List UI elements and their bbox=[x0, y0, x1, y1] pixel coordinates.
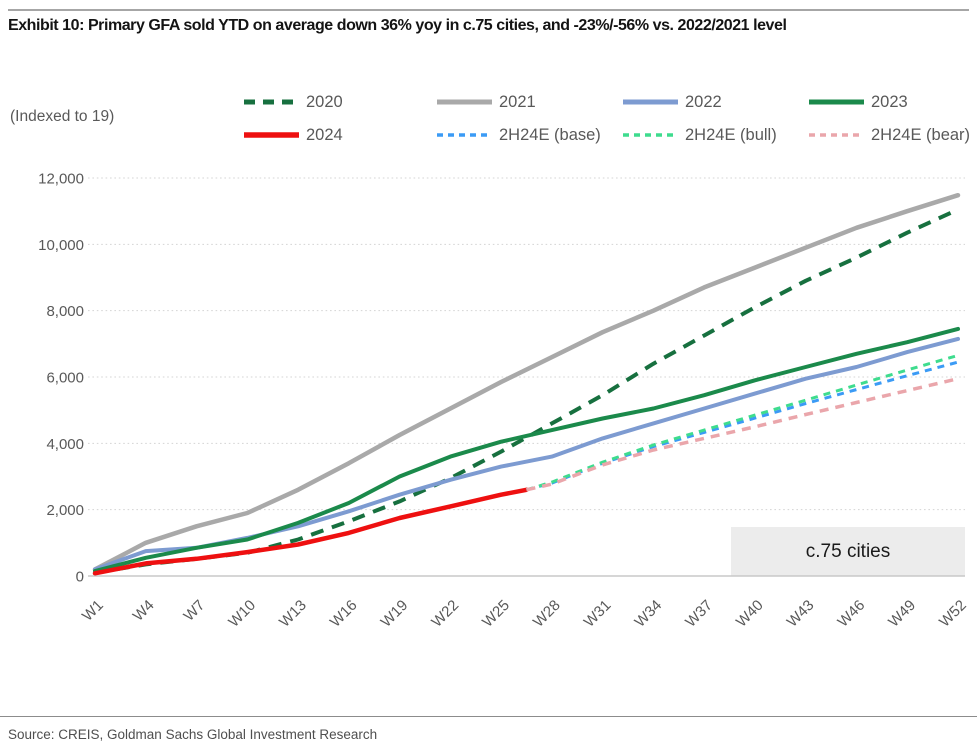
cities-annotation: c.75 cities bbox=[731, 527, 965, 576]
x-tick-label: W37 bbox=[682, 597, 716, 631]
y-axis-note: (Indexed to 19) bbox=[10, 108, 115, 125]
top-divider bbox=[8, 9, 969, 11]
x-tick-label: W34 bbox=[631, 597, 665, 631]
legend-item-2023: 2023 bbox=[808, 92, 908, 112]
x-tick-label: W52 bbox=[936, 597, 970, 631]
legend-label: 2022 bbox=[685, 93, 722, 111]
y-tick-label: 10,000 bbox=[38, 237, 84, 254]
legend-swatch-2023 bbox=[809, 99, 864, 105]
y-tick-label: 6,000 bbox=[46, 370, 84, 387]
series-line-2h24e-bear bbox=[526, 376, 959, 492]
legend-swatch-2h24e-bull bbox=[623, 133, 678, 137]
x-tick-label: W7 bbox=[180, 597, 208, 625]
x-tick-label: W46 bbox=[834, 597, 868, 631]
legend-item-2h24e-bull: 2H24E (bull) bbox=[622, 125, 777, 145]
x-tick-label: W4 bbox=[130, 597, 158, 625]
y-tick-label: 2,000 bbox=[46, 502, 84, 519]
x-tick-label: W25 bbox=[479, 597, 513, 631]
series-line-2022 bbox=[93, 336, 960, 572]
legend-label: 2020 bbox=[306, 93, 343, 111]
legend-swatch-2h24e-base bbox=[437, 133, 492, 137]
chart-legend: 2020 2021 2022 2023 2024 2H24E (base) 2H24E (b… bbox=[0, 0, 977, 160]
x-tick-label: W16 bbox=[327, 597, 361, 631]
legend-label: 2024 bbox=[306, 126, 343, 144]
series-line-2021 bbox=[92, 192, 961, 572]
legend-label: 2023 bbox=[871, 93, 908, 111]
legend-item-2020: 2020 bbox=[243, 92, 343, 112]
exhibit-title: Exhibit 10: Primary GFA sold YTD on aver… bbox=[8, 17, 787, 34]
x-tick-label: W40 bbox=[733, 597, 767, 631]
x-tick-label: W13 bbox=[276, 597, 310, 631]
bottom-divider bbox=[0, 716, 977, 717]
legend-item-2021: 2021 bbox=[436, 92, 536, 112]
source-text: Source: CREIS, Goldman Sachs Global Inve… bbox=[8, 727, 378, 742]
series-line-2024 bbox=[92, 487, 529, 576]
legend-swatch-2024 bbox=[244, 132, 299, 138]
x-tick-label: W49 bbox=[885, 597, 919, 631]
x-tick-label: W28 bbox=[530, 597, 564, 631]
x-tick-label: W1 bbox=[79, 597, 107, 625]
legend-item-2024: 2024 bbox=[243, 125, 343, 145]
legend-swatch-2022 bbox=[623, 99, 678, 105]
series-line-2023 bbox=[93, 326, 960, 573]
y-tick-label: 4,000 bbox=[46, 436, 84, 453]
legend-label: 2H24E (bull) bbox=[685, 126, 777, 144]
legend-item-2h24e-bear: 2H24E (bear) bbox=[808, 125, 970, 145]
legend-item-2h24e-base: 2H24E (base) bbox=[436, 125, 601, 145]
legend-label: 2021 bbox=[499, 93, 536, 111]
x-tick-label: W10 bbox=[225, 597, 259, 631]
x-tick-label: W43 bbox=[784, 597, 818, 631]
x-tick-label: W22 bbox=[428, 597, 462, 631]
legend-label: 2H24E (bear) bbox=[871, 126, 971, 144]
legend-swatch-2h24e-bear bbox=[809, 133, 864, 137]
x-tick-label: W31 bbox=[581, 597, 615, 631]
legend-swatch-2021 bbox=[437, 99, 492, 105]
legend-swatch-2020 bbox=[244, 99, 299, 105]
y-tick-label: 12,000 bbox=[38, 171, 84, 188]
y-tick-label: 0 bbox=[76, 569, 84, 586]
y-tick-label: 8,000 bbox=[46, 303, 84, 320]
legend-label: 2H24E (base) bbox=[499, 126, 601, 144]
series-line-2h24e-bull bbox=[526, 353, 959, 492]
legend-item-2022: 2022 bbox=[622, 92, 722, 112]
line-chart: 0 2,000 4,000 6,000 8,000 10,000 12,000 W1 W4 W7 W… bbox=[38, 171, 970, 631]
x-tick-label: W19 bbox=[378, 597, 412, 631]
